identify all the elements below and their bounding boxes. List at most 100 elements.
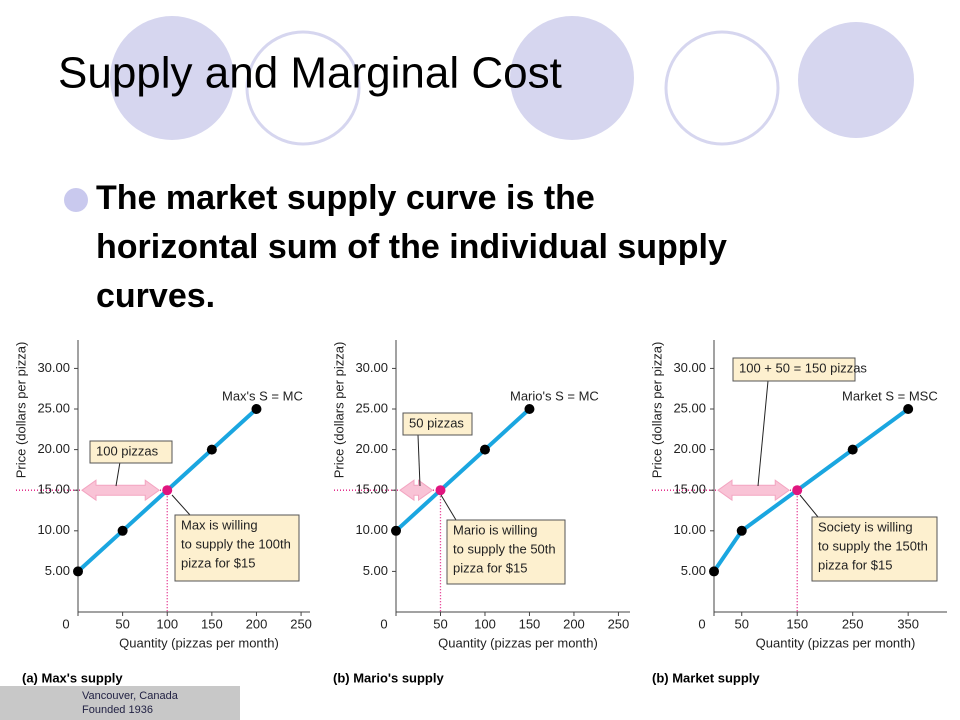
data-point bbox=[391, 525, 401, 536]
bullet-text: horizontal sum of the individual supply bbox=[96, 228, 727, 266]
data-point bbox=[736, 525, 747, 536]
x-axis-title: Quantity (pizzas per month) bbox=[756, 635, 916, 650]
callout-text: pizza for $15 bbox=[453, 560, 527, 575]
y-axis-title: Price (dollars per pizza) bbox=[13, 342, 28, 479]
quantity-arrow bbox=[81, 479, 161, 502]
x-tick-label: 250 bbox=[608, 616, 630, 631]
callout-text: Mario is willing bbox=[453, 522, 538, 537]
data-point bbox=[479, 444, 490, 455]
slide-title: Supply and Marginal Cost bbox=[58, 49, 562, 98]
series-label: Market S = MSC bbox=[842, 388, 938, 403]
x-tick-label: 0 bbox=[380, 616, 387, 631]
series-label: Mario's S = MC bbox=[510, 388, 599, 403]
callout-leader bbox=[171, 494, 191, 516]
chart: 5.00 10.00 15.00 20.00 25.00 30.00 0 50 150 250 35… bbox=[649, 340, 947, 685]
callout-box bbox=[402, 412, 473, 436]
callout-leader bbox=[440, 494, 457, 521]
y-tick-label: 25.00 bbox=[673, 400, 706, 415]
y-tick-label: 25.00 bbox=[355, 400, 388, 415]
data-point bbox=[162, 485, 173, 496]
data-point bbox=[709, 566, 719, 577]
callout-box bbox=[446, 519, 566, 585]
y-tick-label: 30.00 bbox=[355, 360, 388, 375]
y-tick-label: 25.00 bbox=[37, 400, 70, 415]
bullet-dot bbox=[64, 188, 88, 212]
data-point bbox=[847, 444, 858, 455]
x-tick-label: 150 bbox=[519, 616, 541, 631]
callout-text: 50 pizzas bbox=[409, 415, 464, 430]
y-axis-title: Price (dollars per pizza) bbox=[331, 342, 346, 479]
callout-text: pizza for $15 bbox=[818, 557, 892, 572]
data-point bbox=[251, 404, 262, 415]
data-point bbox=[903, 404, 914, 415]
logo: Vancouver, Canada Founded 1936 bbox=[0, 686, 240, 720]
chart-caption: (b) Market supply bbox=[652, 670, 760, 685]
callout-leader bbox=[115, 461, 121, 487]
y-tick-label: 30.00 bbox=[673, 360, 706, 375]
callout-text: Society is willing bbox=[818, 519, 913, 534]
data-point bbox=[524, 404, 535, 415]
x-tick-label: 100 bbox=[156, 616, 178, 631]
y-tick-label: 20.00 bbox=[37, 441, 70, 456]
y-axis-title: Price (dollars per pizza) bbox=[649, 342, 664, 479]
x-tick-label: 100 bbox=[474, 616, 496, 631]
x-tick-label: 50 bbox=[735, 616, 749, 631]
y-tick-label: 5.00 bbox=[681, 563, 706, 578]
logo-text: Founded 1936 bbox=[82, 704, 153, 716]
data-point bbox=[435, 485, 446, 496]
callout-leader bbox=[757, 380, 769, 487]
callout-text: Max is willing bbox=[181, 517, 258, 532]
supply-line bbox=[394, 407, 531, 533]
callout-box bbox=[89, 440, 173, 464]
y-tick-label: 5.00 bbox=[363, 563, 388, 578]
y-tick-label: 20.00 bbox=[673, 441, 706, 456]
callout-leader bbox=[417, 434, 421, 487]
y-tick-label: 10.00 bbox=[673, 522, 706, 537]
callout-leader bbox=[799, 494, 819, 518]
y-tick-label: 15.00 bbox=[37, 482, 70, 497]
x-tick-label: 150 bbox=[201, 616, 223, 631]
x-tick-label: 250 bbox=[290, 616, 312, 631]
data-point bbox=[117, 525, 128, 536]
x-axis-title: Quantity (pizzas per month) bbox=[438, 635, 598, 650]
quantity-arrow bbox=[399, 479, 434, 502]
x-tick-label: 0 bbox=[62, 616, 69, 631]
bullet-text: curves. bbox=[96, 277, 215, 315]
callout-box bbox=[174, 514, 300, 582]
data-point bbox=[73, 566, 83, 577]
x-tick-label: 50 bbox=[115, 616, 129, 631]
y-tick-label: 10.00 bbox=[355, 522, 388, 537]
chart-caption: (b) Mario's supply bbox=[333, 670, 444, 685]
x-tick-label: 250 bbox=[842, 616, 864, 631]
x-tick-label: 0 bbox=[698, 616, 705, 631]
x-tick-label: 350 bbox=[897, 616, 919, 631]
y-tick-label: 10.00 bbox=[37, 522, 70, 537]
quantity-arrow bbox=[717, 479, 791, 502]
callout-text: 100 + 50 = 150 pizzas bbox=[739, 360, 867, 375]
y-tick-label: 30.00 bbox=[37, 360, 70, 375]
y-tick-label: 5.00 bbox=[45, 563, 70, 578]
x-tick-label: 200 bbox=[246, 616, 268, 631]
callout-box bbox=[732, 357, 856, 382]
callout-box bbox=[811, 516, 938, 582]
y-tick-label: 20.00 bbox=[355, 441, 388, 456]
data-point bbox=[792, 485, 803, 496]
bullet-text: The market supply curve is the bbox=[96, 179, 595, 217]
chart: 5.00 10.00 15.00 20.00 25.00 30.00 0 50 100 150 20… bbox=[331, 340, 630, 685]
callout-text: to supply the 100th bbox=[181, 536, 291, 551]
x-tick-label: 50 bbox=[433, 616, 447, 631]
data-point bbox=[206, 444, 217, 455]
x-tick-label: 200 bbox=[563, 616, 585, 631]
chart: 5.00 10.00 15.00 20.00 25.00 30.00 0 50 100 150 20… bbox=[13, 340, 312, 685]
y-tick-label: 15.00 bbox=[673, 482, 706, 497]
chart-caption: (a) Max's supply bbox=[22, 670, 123, 685]
x-axis-title: Quantity (pizzas per month) bbox=[119, 635, 279, 650]
series-label: Max's S = MC bbox=[222, 388, 303, 403]
x-tick-label: 150 bbox=[786, 616, 808, 631]
decor-circles bbox=[110, 16, 914, 146]
logo-text: Vancouver, Canada bbox=[82, 690, 179, 702]
callout-text: to supply the 150th bbox=[818, 538, 928, 553]
y-tick-label: 15.00 bbox=[355, 482, 388, 497]
callout-text: 100 pizzas bbox=[96, 443, 159, 458]
